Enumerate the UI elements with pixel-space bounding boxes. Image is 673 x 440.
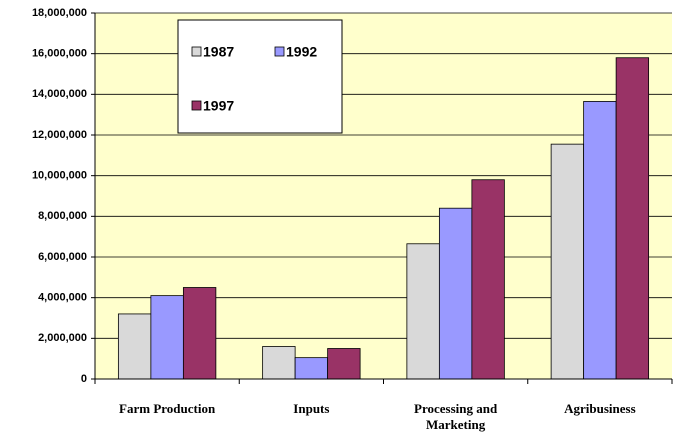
legend-swatch <box>191 46 202 57</box>
legend-label: 1987 <box>203 44 234 60</box>
y-tick-label: 16,000,000 <box>32 48 87 60</box>
x-tick-label: Farm Production <box>119 401 216 416</box>
bar <box>294 357 329 380</box>
bar <box>182 287 217 380</box>
bar <box>550 143 585 380</box>
bar <box>615 57 650 380</box>
y-tick-label: 10,000,000 <box>32 170 87 182</box>
legend-swatch <box>274 46 285 57</box>
bar <box>406 243 440 380</box>
y-tick-label: 12,000,000 <box>32 129 87 141</box>
y-tick-label: 18,000,000 <box>32 7 87 19</box>
legend-swatch <box>191 100 202 111</box>
y-tick-label: 0 <box>81 373 87 385</box>
y-tick-label: 8,000,000 <box>38 210 87 222</box>
x-tick-label: Inputs <box>293 401 330 416</box>
y-tick-label: 14,000,000 <box>32 88 87 100</box>
legend-label: 1997 <box>203 98 234 114</box>
bar <box>438 207 473 380</box>
x-tick-label: Processing and Marketing <box>414 401 498 432</box>
y-tick-label: 4,000,000 <box>38 292 87 304</box>
x-tick-label: Agribusiness <box>564 401 636 416</box>
bar <box>471 179 505 380</box>
bar <box>583 101 617 380</box>
bar <box>150 295 184 380</box>
legend-label: 1992 <box>286 44 317 60</box>
y-tick-label: 2,000,000 <box>38 332 87 344</box>
bar <box>117 313 152 380</box>
legend <box>177 19 343 134</box>
y-tick-label: 6,000,000 <box>38 251 87 263</box>
bar <box>262 346 296 380</box>
bar <box>327 348 361 380</box>
